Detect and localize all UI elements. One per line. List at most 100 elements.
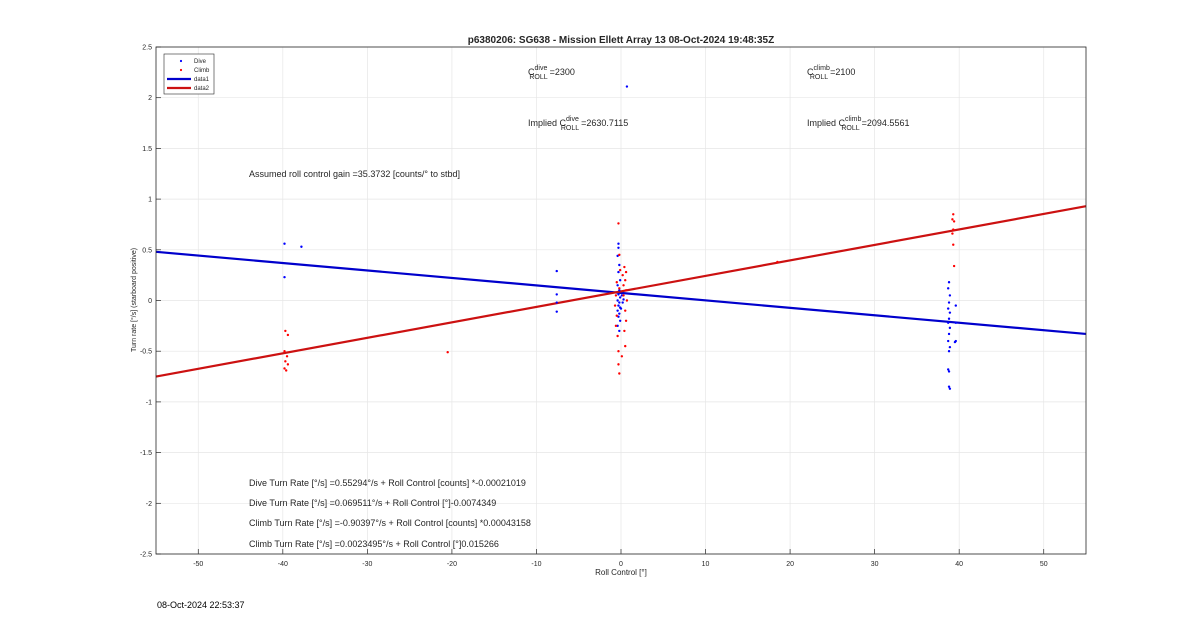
x-tick-label: -40 xyxy=(278,561,288,568)
dive-point xyxy=(618,319,622,322)
climb-point xyxy=(952,228,955,231)
y-axis-label: Turn rate [°/s] (starboard positive) xyxy=(130,248,138,352)
dive-point xyxy=(616,284,619,287)
implied-c-roll-dive-annotation: Implied Cdive ROLL=2630.7115 xyxy=(528,116,628,132)
dive-point xyxy=(618,329,621,333)
dive-point xyxy=(947,317,951,320)
climb-point xyxy=(618,287,621,290)
legend-climb-label: Climb xyxy=(194,68,210,74)
dive-point xyxy=(283,242,286,245)
dive-point xyxy=(954,304,957,307)
dive-point xyxy=(953,340,957,344)
climb-point xyxy=(624,309,627,312)
fit-climb-counts: Climb Turn Rate [°/s] =-0.90397°/s + Rol… xyxy=(249,518,531,528)
c-roll-climb-annotation: Cclimb ROLL=2100 xyxy=(807,65,855,81)
climb-point xyxy=(618,268,622,272)
dive-point xyxy=(946,368,950,371)
y-tick-label: 1 xyxy=(148,197,152,204)
dive-point xyxy=(618,296,622,299)
climb-point xyxy=(618,372,621,375)
climb-point xyxy=(951,232,954,235)
data-points xyxy=(283,85,957,390)
dive-point xyxy=(300,245,303,248)
dive-point xyxy=(616,299,619,302)
x-axis-label: Roll Control [°] xyxy=(595,568,647,577)
fit-line-data1 xyxy=(155,250,1087,336)
legend-dive-label: Dive xyxy=(194,59,207,65)
climb-point xyxy=(624,270,628,274)
axes-box xyxy=(155,46,1087,555)
climb-point xyxy=(625,299,629,302)
dive-point xyxy=(621,301,624,304)
x-tick-label: 20 xyxy=(786,561,794,568)
x-tick-label: 30 xyxy=(871,561,879,568)
climb-point xyxy=(951,218,954,221)
dive-point xyxy=(620,294,624,297)
climb-point xyxy=(624,279,627,282)
dive-point xyxy=(946,307,950,310)
climb-point xyxy=(622,294,625,297)
climb-point xyxy=(284,360,287,363)
dive-point xyxy=(946,339,950,343)
dive-point xyxy=(622,298,625,301)
y-tick-label: -2.5 xyxy=(140,552,152,559)
dive-point xyxy=(948,294,952,297)
fit-line-data2 xyxy=(155,205,1087,378)
dive-point xyxy=(948,387,952,390)
dive-point xyxy=(616,324,619,328)
x-tick-label: -50 xyxy=(193,561,203,568)
climb-point xyxy=(614,324,618,328)
climb-point xyxy=(285,355,289,358)
climb-point xyxy=(623,265,626,269)
climb-point xyxy=(952,264,956,268)
climb-point xyxy=(617,363,620,366)
x-tick-label: 10 xyxy=(702,561,710,568)
dive-point xyxy=(954,321,957,325)
dive-point xyxy=(616,309,619,312)
x-tick-label: 40 xyxy=(955,561,963,568)
climb-point xyxy=(624,344,627,348)
fit-climb-degrees: Climb Turn Rate [°/s] =0.0023495°/s + Ro… xyxy=(249,539,499,549)
dive-point xyxy=(947,350,951,353)
dive-point xyxy=(555,301,558,304)
x-tick-label: -20 xyxy=(447,561,457,568)
dive-point xyxy=(283,275,286,279)
x-tick-label: -30 xyxy=(362,561,372,568)
chart-title: p6380206: SG638 - Mission Ellett Array 1… xyxy=(468,35,774,46)
y-tick-label: 0.5 xyxy=(142,247,152,254)
dive-point xyxy=(946,321,950,325)
climb-point xyxy=(617,350,620,353)
climb-point xyxy=(284,329,287,333)
implied-c-roll-climb-annotation: Implied Cclimb ROLL=2094.5561 xyxy=(807,116,909,132)
legend-data2-label: data2 xyxy=(194,86,210,92)
dive-point xyxy=(617,304,620,307)
dive-point xyxy=(617,242,620,245)
climb-point xyxy=(613,304,617,307)
climb-point xyxy=(624,289,628,292)
y-tick-label: -1.5 xyxy=(140,450,152,457)
dive-point xyxy=(947,281,951,284)
climb-point xyxy=(622,284,625,287)
y-tick-label: 1.5 xyxy=(142,146,152,153)
legend-dive-marker xyxy=(179,59,183,63)
legend-data1-label: data1 xyxy=(194,77,210,83)
dive-point xyxy=(946,287,950,290)
dive-point xyxy=(947,332,951,336)
dive-point xyxy=(618,263,621,267)
climb-point xyxy=(283,367,286,370)
climb-point xyxy=(615,314,618,317)
dive-point xyxy=(555,310,558,313)
y-tick-label: -2 xyxy=(146,501,152,508)
x-tick-labels: -50 -40 -30 -20 -10 0 10 20 30 40 50 xyxy=(193,561,1048,568)
x-tick-label: 50 xyxy=(1040,561,1048,568)
climb-point xyxy=(618,253,621,257)
y-tick-label: 2.5 xyxy=(142,45,152,52)
footer-timestamp: 08-Oct-2024 22:53:37 xyxy=(157,600,245,610)
dive-point xyxy=(947,301,951,304)
dive-point xyxy=(617,270,620,274)
climb-point xyxy=(624,319,628,322)
legend-climb-marker xyxy=(179,68,183,72)
y-tick-label: -0.5 xyxy=(140,349,152,356)
y-tick-labels: 2.5 2 1.5 1 0.5 0 -0.5 -1 -1.5 -2 -2.5 xyxy=(140,45,152,559)
climb-point xyxy=(446,351,449,354)
